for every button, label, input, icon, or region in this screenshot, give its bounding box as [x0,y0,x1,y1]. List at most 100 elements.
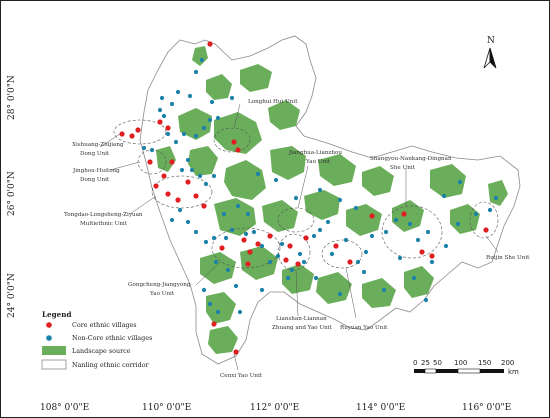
scale-seg-5 [480,369,504,373]
leader-lines [99,103,499,371]
leader-jianghua [297,165,309,209]
core-village-point [233,349,239,355]
noncore-village-point [301,259,307,265]
noncore-village-point [273,177,279,183]
leader-tongdao [129,195,157,215]
noncore-village-point [279,241,285,247]
legend: Legend Core ethnic villages Non-Core eth… [41,310,152,370]
noncore-village-point [193,229,199,235]
core-village-point [235,147,241,153]
noncore-village-point [229,227,235,233]
core-village-point [153,183,159,189]
unit-label-gongcheng: Gongcheng-Jiangyong Yao Unit [128,282,191,297]
noncore-village-point [297,251,303,257]
legend-core-marker [46,322,52,328]
noncore-village-point [329,251,335,257]
lon-label-116: 116° 0'0"E [462,403,511,413]
lat-label-26: 26° 0'0"N [7,171,17,216]
noncore-village-point [429,259,435,265]
noncore-village-point [211,235,217,241]
scale-tick-50: 50 [433,359,442,367]
unit-boundary-ruijin [469,201,499,239]
noncore-village-point [187,93,193,99]
noncore-village-point [161,113,167,119]
leader-longhui [233,103,241,129]
noncore-village-point [355,259,361,265]
noncore-village-point [455,221,461,227]
core-village-point [483,227,489,233]
noncore-village-point [425,229,431,235]
noncore-village-point [289,267,295,273]
noncore-village-point [337,197,343,203]
unit-label-tongdao: Tongdao-Longsheng-Ziyuan Multiethnic Unit [64,212,143,227]
noncore-village-point [457,179,463,185]
core-village-point [333,243,339,249]
unit-boundary-xishuang [113,119,167,145]
noncore-village-point [361,269,367,275]
unit-label-cenxi: Cenxi Yao Unit [220,373,263,379]
noncore-village-point [141,145,147,151]
north-arrow-right [489,47,497,69]
noncore-village-point [369,233,375,239]
noncore-village-point [381,287,387,293]
noncore-village-point [175,89,181,95]
lon-label-110: 110° 0'0"E [142,403,191,413]
legend-corridor-label: Nanling ethnic corridor [72,361,150,369]
scale-seg-1 [414,369,425,373]
core-village-point [267,233,273,239]
core-village-point [211,321,217,327]
core-village-point [401,211,407,217]
noncore-village-point [159,95,165,101]
unit-label-jianghua: Jianghua-Lianzhou Yao Unit [288,150,342,165]
core-village-point [129,133,135,139]
scale-seg-3 [436,369,458,373]
core-village-point [347,259,353,265]
leader-ruijin [485,235,499,253]
core-village-point [157,119,163,125]
noncore-village-point [343,237,349,243]
noncore-village-point [293,195,299,201]
noncore-village-point [243,231,249,237]
noncore-village-point [267,259,273,265]
noncore-village-point [193,133,199,139]
legend-noncore-label: Non-Core ethnic villages [72,334,152,342]
noncore-village-point [193,69,199,75]
core-village-point [287,243,293,249]
leader-gongcheng [195,261,221,286]
core-village-point [185,179,191,185]
lon-label-112: 112° 0'0"E [250,403,299,413]
noncore-village-point [275,253,281,259]
core-village-point [165,191,171,197]
noncore-village-point [487,207,493,213]
unit-boundary-jianghua [277,207,315,233]
leader-ruyuan [345,267,357,319]
noncore-village-point [199,57,205,63]
noncore-village-point [177,207,183,213]
noncore-village-point [337,291,343,297]
noncore-village-point [185,219,191,225]
noncore-village-point [221,211,227,217]
noncore-village-point [251,229,257,235]
leader-lianshan [295,269,299,317]
core-village-point [161,173,167,179]
noncore-village-point [207,301,213,307]
scale-bar: 0 25 50 100 150 200 km [413,359,519,376]
noncore-village-point [397,255,403,261]
leader-cenxi [233,353,239,371]
lat-label-24: 24° 0'0"N [7,273,17,318]
unit-boundary-tongdao [151,175,213,209]
legend-corridor-swatch [41,359,67,370]
noncore-village-point [313,275,319,281]
core-village-point [175,197,181,203]
noncore-village-point [173,139,179,145]
core-village-point [231,139,237,145]
leader-jinghou [109,161,141,171]
unit-label-ruyuan: Ruyuan Yao Unit [340,325,388,331]
noncore-village-point [237,309,243,315]
noncore-village-point [493,195,499,201]
noncore-village-point [259,287,265,293]
noncore-village-point [245,211,251,217]
noncore-village-point [473,211,479,217]
unit-label-longhui: Longhui Hui Unit [248,99,298,105]
